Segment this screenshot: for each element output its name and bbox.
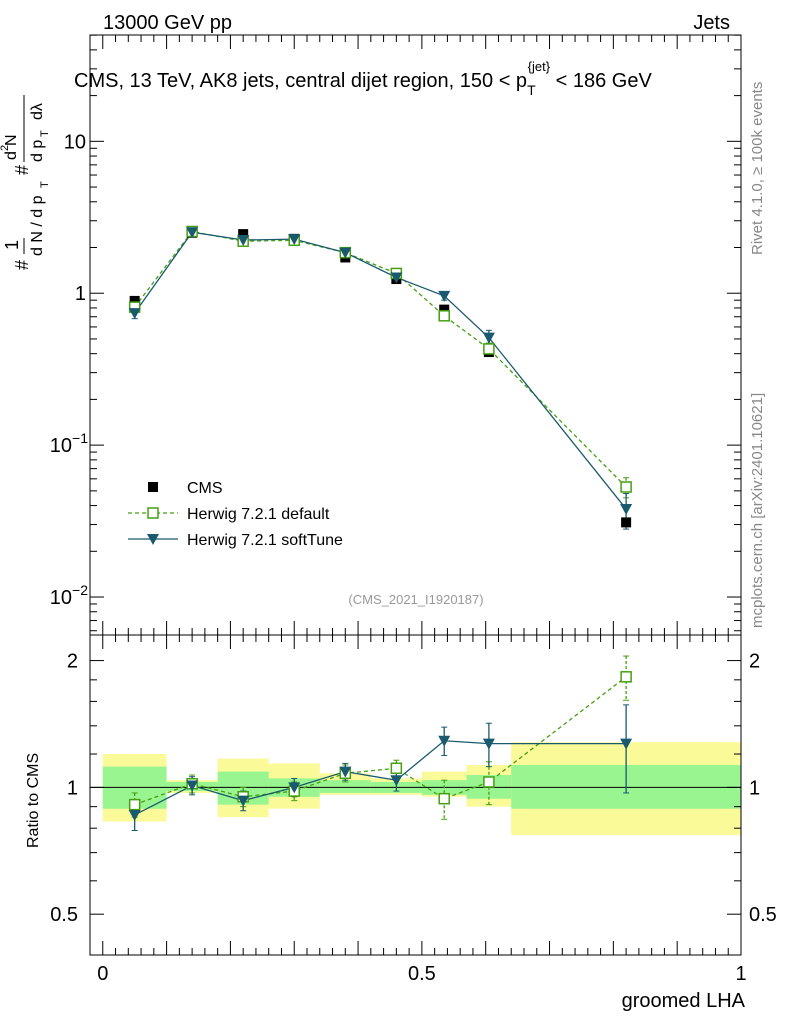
point-softtune-1 [186, 227, 199, 239]
ratio-point-softtune-8 [620, 738, 633, 750]
point-softtune-4 [339, 247, 352, 259]
point-default-7 [483, 343, 495, 355]
point-cms-6 [439, 304, 450, 315]
ratio-band-stat-4 [319, 780, 371, 793]
ratio-panel: 0.5 0.5 1 1 2 2 0 0.5 1 [50, 634, 777, 985]
ratio-point-softtune-2 [237, 795, 250, 807]
svg-text:d: d [3, 151, 20, 160]
x-tick-label: 0 [97, 963, 108, 985]
svg-text:1: 1 [2, 240, 22, 250]
y-tick-exp: −2 [72, 582, 88, 598]
ratio-point-softtune-5 [390, 775, 403, 787]
ratio-point-softtune-7 [482, 738, 495, 750]
legend-label-0: CMS [187, 480, 223, 497]
y-tick-label: 10−1 [50, 430, 88, 457]
y-tick-base: 1 [75, 283, 86, 305]
header-left: 13000 GeV pp [103, 12, 232, 34]
header-right: Jets [693, 12, 730, 34]
point-softtune-8 [620, 503, 633, 515]
y-tick-label: 10−2 [50, 582, 88, 609]
point-default-8 [620, 481, 632, 493]
analysis-watermark: (CMS_2021_I1920187) [348, 592, 483, 607]
y-tick-base: 10 [50, 435, 72, 457]
ratio-point-default-8 [620, 671, 632, 683]
point-softtune-7 [482, 332, 495, 344]
legend-marker-default [147, 507, 159, 519]
point-softtune-5 [390, 272, 403, 284]
point-default-6 [438, 310, 450, 322]
point-cms-8 [621, 517, 632, 528]
ratio-y-tick-label-right: 2 [749, 651, 760, 673]
svg-text:T: T [39, 130, 51, 137]
point-softtune-2 [237, 235, 250, 247]
ratio-y-tick-label-right: 0.5 [749, 904, 777, 926]
ratio-point-default-6 [438, 792, 450, 805]
ratio-point-default-5 [390, 762, 403, 775]
line-softtune [134, 231, 627, 510]
ratio-y-tick-label-left: 0.5 [50, 904, 78, 926]
ratio-y-tick-label-right: 1 [749, 777, 760, 799]
legend-marker-cms [148, 482, 158, 492]
ratio-point-softtune-3 [288, 782, 301, 794]
svg-text:d N / d p: d N / d p [29, 195, 46, 256]
point-softtune-3 [288, 234, 301, 246]
ratio-point-default-0 [128, 798, 141, 811]
y-tick-base: 10 [50, 587, 72, 609]
legend-marker-softtune [147, 534, 159, 545]
y-tick-base: 10 [64, 131, 86, 153]
side-text-bottom: mcplots.cern.ch [arXiv:2401.10621] [749, 393, 766, 628]
y-axis-label-ratio: Ratio to CMS [25, 753, 42, 848]
side-text-top: Rivet 4.1.0, ≥ 100k events [749, 82, 766, 255]
y-axis-label-main: # 1 d N / d p T # d 2 N d p T dλ 1/N dN/… [0, 95, 69, 270]
svg-text:N: N [3, 134, 20, 146]
point-softtune-6 [438, 290, 451, 302]
svg-text:#: # [12, 260, 32, 270]
y-tick-label: 10 [64, 131, 86, 153]
svg-text:2: 2 [0, 145, 11, 151]
point-cms-0 [129, 295, 140, 306]
svg-text:T: T [39, 181, 51, 188]
ratio-point-softtune-4 [339, 766, 352, 778]
ratio-frame [89, 634, 742, 956]
svg-text:1/N dN/dp_T d^2N/dp_T dλ: 1/N dN/dp_T d^2N/dp_T dλ [66, 251, 69, 264]
point-softtune-0 [128, 308, 141, 320]
legend-label-2: Herwig 7.2.1 softTune [187, 532, 343, 549]
point-cms-2 [238, 229, 249, 240]
ratio-y-tick-label-left: 2 [67, 651, 78, 673]
ratio-point-softtune-0 [128, 809, 141, 821]
x-tick-label: 1 [735, 963, 746, 985]
chart-title: CMS, 13 TeV, AK8 jets, central dijet reg… [74, 59, 652, 98]
legend: CMS Herwig 7.2.1 default Herwig 7.2.1 soft… [128, 480, 343, 549]
ratio-y-tick-label-left: 1 [67, 777, 78, 799]
svg-text:#: # [12, 165, 32, 175]
y-tick-label: 1 [75, 283, 86, 305]
ratio-point-default-7 [483, 776, 495, 788]
y-tick-exp: −1 [72, 430, 88, 446]
x-tick-label: 0.5 [408, 963, 436, 985]
ratio-point-softtune-6 [438, 735, 451, 747]
svg-text:d p: d p [29, 140, 46, 162]
x-axis-label: groomed LHA [622, 990, 746, 1012]
ratio-point-softtune-1 [186, 780, 199, 792]
legend-label-1: Herwig 7.2.1 default [187, 506, 330, 523]
svg-text:dλ: dλ [29, 103, 46, 120]
